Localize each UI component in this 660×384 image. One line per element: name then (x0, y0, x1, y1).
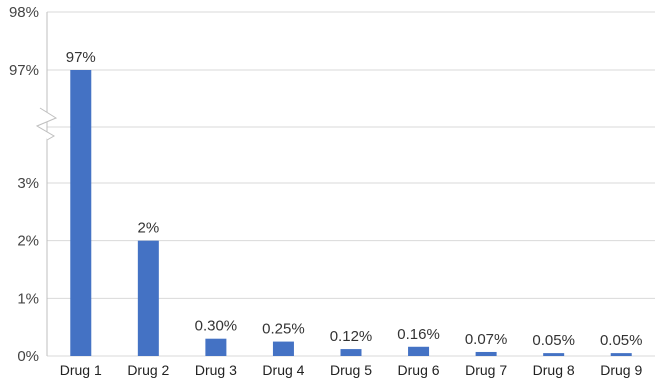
bar (543, 353, 565, 356)
data-label: 0.25% (262, 321, 305, 338)
category-label: Drug 4 (262, 362, 304, 378)
bar (475, 351, 497, 356)
category-label: Drug 7 (465, 362, 507, 378)
y-tick-label: 0% (17, 348, 39, 365)
data-label: 0.05% (532, 332, 575, 349)
y-tick-label: 1% (17, 290, 39, 307)
category-label: Drug 3 (195, 362, 237, 378)
data-label: 0.30% (195, 318, 238, 335)
category-label: Drug 8 (533, 362, 575, 378)
y-tick-label: 2% (17, 233, 39, 250)
data-label: 97% (66, 49, 96, 66)
y-tick-labels: 0% 1% 2% 3% 97% 98% (9, 4, 39, 365)
data-label: 0.07% (465, 331, 508, 348)
data-label: 0.12% (330, 328, 373, 345)
bar (340, 349, 362, 356)
category-label: Drug 2 (127, 362, 169, 378)
data-label: 0.05% (600, 332, 643, 349)
category-label: Drug 5 (330, 362, 372, 378)
category-label: Drug 1 (60, 362, 102, 378)
bar (205, 338, 227, 356)
bar (137, 240, 159, 356)
bars (70, 70, 632, 356)
axis-break-icon (35, 107, 58, 141)
data-label: 2% (137, 220, 159, 237)
bar (70, 70, 92, 356)
y-axis (35, 12, 58, 356)
y-tick-label: 3% (17, 175, 39, 192)
data-labels: 97% 2% 0.30% 0.25% 0.12% 0.16% 0.07% 0.05% 0.05% (66, 49, 643, 349)
category-label: Drug 6 (398, 362, 440, 378)
bar (272, 341, 294, 356)
y-tick-label: 98% (9, 4, 39, 21)
category-label: Drug 9 (600, 362, 642, 378)
y-tick-label: 97% (9, 62, 39, 79)
category-labels: Drug 1 Drug 2 Drug 3 Drug 4 Drug 5 Drug 6 Drug… (60, 362, 643, 378)
bar (610, 353, 632, 356)
bar (408, 346, 430, 356)
data-label: 0.16% (397, 326, 440, 343)
